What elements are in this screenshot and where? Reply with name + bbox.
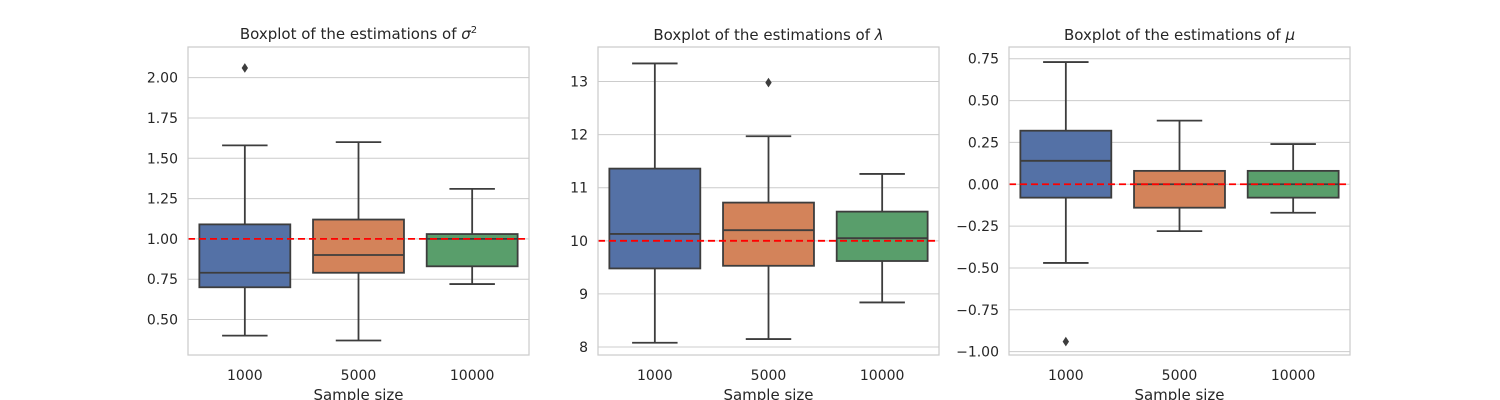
y-tick-label: 0.75 [968, 52, 999, 68]
y-tick-label: −0.50 [956, 261, 999, 277]
y-tick-label: 2.00 [147, 71, 178, 87]
marks-layer [598, 62, 939, 344]
box-1000 [608, 62, 702, 344]
y-tick-label: 13 [570, 75, 588, 91]
x-tick-label: 1000 [227, 368, 263, 384]
x-axis-label: Sample size [723, 386, 813, 400]
marks-layer [1009, 61, 1350, 347]
iqr-box [312, 218, 405, 274]
outlier-point [241, 63, 249, 73]
chart-title: Boxplot of the estimations of λ [653, 26, 883, 44]
y-tick-label: 9 [579, 287, 588, 303]
box-5000 [1133, 119, 1226, 233]
iqr-box [198, 223, 292, 289]
iqr-box [835, 210, 929, 262]
y-tick-label: 1.75 [147, 111, 178, 127]
outlier-point [1062, 336, 1070, 347]
y-tick-label: −0.25 [956, 219, 999, 235]
panel-lambda: Boxplot of the estimations of λ Sample s… [570, 26, 940, 400]
panel-sigma2: Boxplot of the estimations of σ2 Sample … [147, 25, 530, 400]
y-tick-label: 10 [570, 234, 588, 250]
y-tick-label: 1.50 [147, 151, 178, 167]
y-tick-label: 0.25 [968, 135, 999, 151]
iqr-box [1019, 129, 1113, 199]
box-5000 [722, 77, 815, 340]
box-10000 [425, 188, 519, 285]
iqr-box [608, 167, 702, 270]
x-tick-label: 10000 [1271, 368, 1316, 384]
chart-title: Boxplot of the estimations of σ2 [240, 25, 477, 43]
x-tick-label: 5000 [341, 368, 377, 384]
y-tick-label: 0.00 [968, 177, 999, 193]
x-axis-label: Sample size [313, 386, 403, 400]
x-tick-label: 1000 [1048, 368, 1084, 384]
x-tick-label: 1000 [637, 368, 673, 384]
box-1000 [1019, 61, 1113, 347]
iqr-box [722, 201, 815, 267]
marks-layer [188, 63, 529, 342]
x-tick-label: 5000 [1162, 368, 1198, 384]
box-5000 [312, 141, 405, 342]
y-tick-label: 12 [570, 128, 588, 144]
axes-frame [1008, 46, 1351, 356]
outlier-point [765, 77, 772, 88]
y-tick-label: 0.50 [968, 94, 999, 110]
y-tick-label: 11 [570, 181, 588, 197]
y-tick-label: 0.75 [147, 272, 178, 288]
y-tick-label: 1.00 [147, 232, 178, 248]
box-1000 [198, 63, 292, 337]
axes-frame [187, 46, 530, 356]
x-tick-label: 10000 [860, 368, 905, 384]
chart-title: Boxplot of the estimations of μ [1064, 26, 1295, 44]
panel-mu: Boxplot of the estimations of μ Sample s… [956, 26, 1351, 400]
x-tick-label: 5000 [751, 368, 787, 384]
y-tick-label: 8 [579, 340, 588, 356]
box-10000 [835, 173, 929, 304]
x-tick-label: 10000 [450, 368, 495, 384]
box-10000 [1246, 143, 1340, 214]
axes-frame [597, 46, 940, 356]
y-tick-label: 1.25 [147, 192, 178, 208]
y-tick-label: −0.75 [956, 303, 999, 319]
y-tick-label: 0.50 [147, 313, 178, 329]
x-axis-label: Sample size [1134, 386, 1224, 400]
y-tick-label: −1.00 [956, 345, 999, 361]
iqr-box [1133, 169, 1226, 209]
